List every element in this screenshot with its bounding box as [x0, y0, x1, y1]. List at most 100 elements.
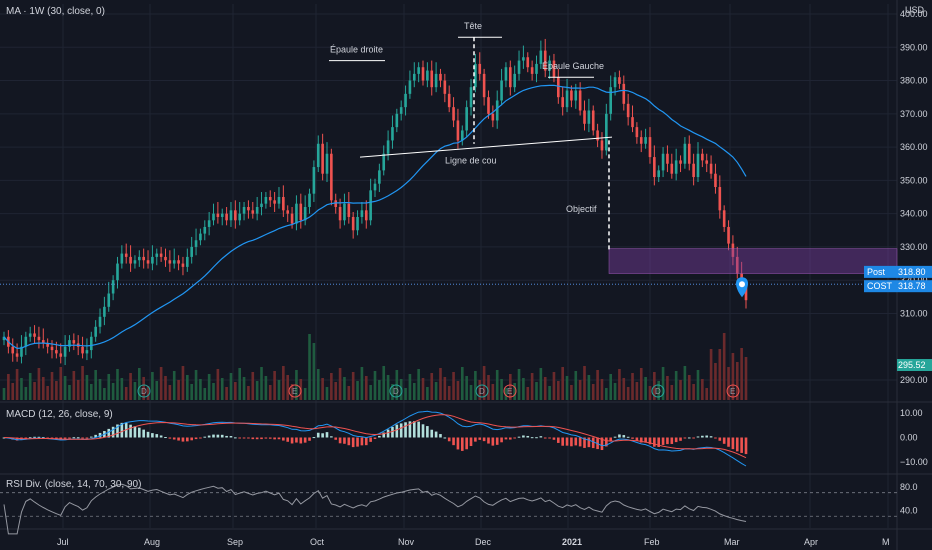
macd-histogram-bar	[460, 437, 464, 451]
macd-histogram-bar	[194, 437, 198, 440]
macd-histogram-bar	[465, 437, 468, 450]
volume-bar	[587, 375, 591, 400]
volume-bar	[421, 378, 425, 400]
candle-body	[526, 57, 530, 68]
candle-body	[177, 260, 180, 264]
annotation-text: Épaule Gauche	[542, 61, 604, 71]
candle-body	[220, 213, 224, 217]
macd-histogram-bar	[364, 437, 368, 446]
candle-body	[578, 90, 582, 111]
volume-bar	[316, 369, 320, 400]
volume-bar	[591, 384, 595, 400]
volume-bar	[177, 380, 180, 400]
volume-bar	[264, 376, 268, 400]
volume-bar	[186, 375, 189, 400]
volume-bar	[517, 369, 521, 400]
macd-histogram-bar	[722, 437, 726, 444]
volume-bar	[543, 377, 547, 400]
volume-bar	[596, 370, 599, 400]
macd-histogram-bar	[430, 429, 434, 438]
candle-body	[430, 70, 434, 88]
macd-histogram-bar	[338, 437, 342, 444]
volume-bar	[740, 348, 743, 400]
volume-bar	[644, 377, 647, 400]
annotation-text: Tête	[464, 21, 482, 31]
candle-body	[321, 143, 324, 174]
macd-histogram-bar	[434, 431, 438, 438]
macd-histogram-bar	[325, 432, 329, 438]
macd-histogram-bar	[487, 437, 490, 444]
macd-histogram-bar	[124, 423, 128, 438]
candle-body	[142, 256, 145, 261]
price-tag-label: COST	[867, 281, 893, 291]
macd-histogram-bar	[216, 434, 220, 438]
macd-histogram-bar	[347, 437, 351, 446]
candle-body	[325, 153, 329, 174]
event-marker-label: D	[141, 387, 147, 396]
volume-bar	[552, 372, 556, 400]
candle-body	[618, 77, 621, 84]
volume-bar	[692, 384, 695, 400]
volume-bar	[159, 367, 163, 400]
volume-bar	[181, 366, 185, 400]
macd-histogram-bar	[46, 437, 49, 439]
volume-bar	[460, 367, 464, 400]
candle-body	[89, 336, 93, 351]
volume-bar	[526, 387, 530, 400]
currency-label: USD	[904, 5, 924, 15]
candle-body	[172, 260, 176, 264]
volume-bar	[456, 381, 460, 400]
candle-body	[264, 197, 268, 204]
volume-bar	[351, 372, 355, 400]
volume-bar	[216, 369, 220, 400]
candle-body	[596, 130, 599, 141]
volume-bar	[469, 385, 473, 400]
candle-body	[382, 153, 386, 171]
volume-bar	[399, 379, 403, 400]
volume-bar	[605, 388, 608, 400]
macd-histogram-bar	[495, 437, 499, 445]
candle-body	[295, 203, 298, 224]
candle-body	[439, 73, 442, 81]
macd-histogram-bar	[120, 422, 124, 438]
y-tick-label: 350.00	[900, 175, 928, 185]
volume-bar	[548, 386, 551, 400]
macd-histogram-bar	[408, 421, 412, 438]
candle-body	[299, 203, 303, 221]
y-tick-label: 330.00	[900, 242, 928, 252]
macd-histogram-bar	[644, 437, 647, 443]
candle-body	[72, 340, 76, 344]
macd-histogram-bar	[107, 428, 111, 438]
candle-body	[164, 256, 167, 261]
macd-histogram-bar	[648, 437, 652, 445]
candle-body	[557, 77, 560, 98]
volume-bar	[412, 383, 416, 400]
volume-bar	[303, 388, 307, 400]
macd-histogram-bar	[683, 437, 687, 439]
y-tick-label: 400.00	[900, 9, 928, 19]
candle-body	[194, 240, 198, 247]
candle-body	[386, 140, 390, 154]
candle-body	[539, 50, 543, 64]
macd-histogram-bar	[85, 437, 89, 439]
event-marker-label: D	[655, 387, 661, 396]
x-tick-label: Sep	[227, 537, 243, 547]
candle-body	[714, 173, 717, 188]
volume-bar	[465, 376, 468, 400]
macd-histogram-bar	[334, 437, 338, 440]
volume-bar	[277, 380, 281, 400]
neckline	[359, 136, 613, 158]
volume-bar	[661, 367, 665, 400]
volume-bar	[500, 379, 503, 400]
candle-body	[465, 107, 468, 131]
volume-bar	[146, 386, 150, 400]
candle-body	[255, 206, 259, 214]
x-tick-label: Mar	[724, 537, 740, 547]
event-marker-label: E	[507, 387, 512, 396]
candle-body	[487, 97, 490, 114]
candle-body	[683, 143, 687, 164]
macd-histogram-bar	[526, 435, 530, 438]
event-marker-label: D	[393, 387, 399, 396]
